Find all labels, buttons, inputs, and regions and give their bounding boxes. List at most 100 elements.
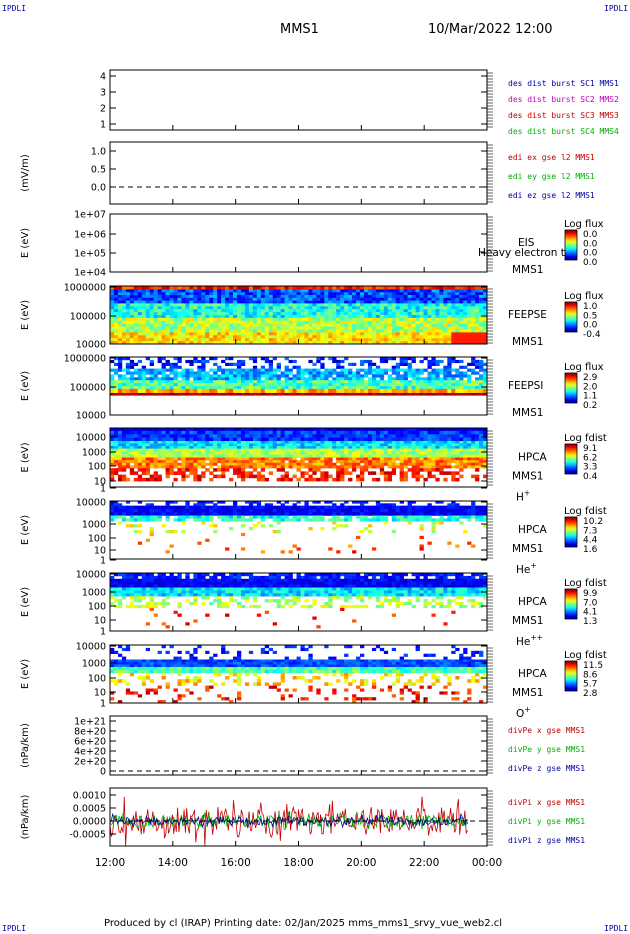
spectrogram-cell [316, 303, 321, 307]
spectrogram-cell [352, 297, 357, 301]
spectrogram-cell [149, 323, 154, 327]
spectrogram-cell [336, 465, 341, 469]
spectrogram-cell [233, 297, 238, 301]
spectrogram-cell [113, 383, 119, 387]
spectrogram-cell [268, 465, 274, 469]
spectrogram-cell [352, 388, 357, 394]
spectrogram-cell [280, 474, 285, 479]
spectrogram-cell [177, 462, 182, 466]
colorbar-tick-label: 1.0 [583, 302, 598, 312]
spectrogram-cell [352, 446, 357, 449]
spectrogram-cell [304, 292, 309, 296]
spectrogram-cell [352, 315, 357, 319]
spectrogram-cell [415, 440, 420, 444]
spectrogram-cell [336, 437, 341, 442]
spectrogram-cell [117, 462, 123, 466]
spectrogram-cell [113, 468, 119, 472]
spectrogram-cell [248, 430, 254, 435]
spectrogram-cell [395, 338, 400, 342]
spectrogram-cell [217, 515, 222, 519]
spectrogram-cell [367, 309, 373, 313]
spectrogram-cell [169, 434, 174, 438]
spectrogram-cell [181, 451, 186, 455]
spectrogram-cell [177, 430, 182, 435]
spectrogram-cell [193, 329, 198, 333]
spectrogram-cell [348, 323, 353, 327]
spectrogram-cell [411, 428, 416, 432]
spectrogram-cell [153, 329, 158, 333]
spectrogram-cell [110, 448, 115, 452]
spectrogram-cell [308, 451, 313, 455]
spectrogram-cell [141, 380, 147, 384]
spectrogram-cell [129, 289, 135, 293]
spectrogram-cell [177, 468, 182, 472]
spectrogram-cell [268, 289, 274, 293]
spectrogram-cell [145, 335, 150, 339]
spectrogram-cell [284, 326, 289, 330]
spectrogram-cell [439, 306, 444, 310]
spectrogram-cell [316, 295, 321, 299]
spectrogram-cell [483, 371, 488, 375]
spectrogram-cell [181, 320, 186, 324]
spectrogram-cell [213, 380, 218, 384]
spectrogram-cell [121, 392, 127, 396]
spectrogram-cell [292, 448, 297, 452]
spectrogram-cell [316, 446, 321, 449]
spectrogram-cell [201, 286, 206, 290]
spectrogram-cell [225, 286, 230, 290]
spectrogram-cell [268, 297, 274, 301]
spectrogram-cell [407, 323, 412, 327]
spectrogram-cell [181, 377, 186, 381]
spectrogram-cell [201, 320, 206, 324]
spectrogram-cell [407, 309, 412, 313]
spectrogram-cell [268, 471, 274, 475]
spectrogram-cell [431, 443, 436, 447]
spectrogram-cell [451, 446, 456, 449]
spectrogram-cell [244, 312, 250, 316]
spectrogram-cell [371, 323, 377, 327]
spectrogram-cell [264, 448, 270, 452]
spectrogram-cell [264, 508, 270, 513]
spectrogram-cell [260, 317, 266, 322]
spectrogram-cell [193, 462, 198, 466]
spectrogram-cell [332, 286, 337, 290]
spectrogram-cell [443, 392, 448, 396]
spectrogram-cell [141, 515, 147, 519]
spectrogram-cell [284, 437, 289, 442]
spectrogram-cell [169, 457, 174, 461]
spectrogram-cell [133, 515, 139, 519]
spectrogram-cell [225, 295, 230, 299]
spectrogram-cell [229, 323, 234, 327]
spectrogram-cell [268, 446, 274, 449]
spectrogram-cell [332, 380, 337, 384]
spectrogram-cell [427, 446, 432, 449]
spectrogram-cell [225, 437, 230, 442]
y-axis-label: (mV/m) [20, 154, 31, 192]
spectrogram-cell [244, 374, 250, 378]
spectrogram-cell [229, 338, 234, 342]
spectrogram-cell [165, 383, 170, 387]
spectrogram-cell [379, 457, 385, 461]
spectrogram-cell [463, 388, 468, 394]
spectrogram-cell [383, 388, 389, 394]
spectrogram-cell [181, 341, 186, 345]
spectrogram-cell [435, 329, 440, 333]
y-tick-label: 1 [100, 484, 106, 495]
spectrogram-cell [240, 512, 246, 516]
spectrogram-cell [145, 468, 150, 472]
spectrogram-cell [352, 317, 357, 322]
spectrogram-cell [201, 357, 206, 361]
spectrogram-cell [352, 300, 357, 304]
spectrogram-cell [125, 457, 131, 461]
spectrogram-cell [284, 315, 289, 319]
spectrogram-cell [213, 332, 218, 336]
spectrogram-cell [336, 512, 341, 516]
spectrogram-cell [113, 430, 119, 435]
spectrogram-cell [352, 457, 357, 461]
spectrogram-cell [363, 448, 369, 452]
spectrogram-cell [165, 374, 170, 378]
spectrogram-cell [117, 365, 123, 369]
spectrogram-cell [483, 329, 488, 333]
spectrogram-cell [229, 508, 234, 513]
spectrogram-cell [395, 380, 400, 384]
